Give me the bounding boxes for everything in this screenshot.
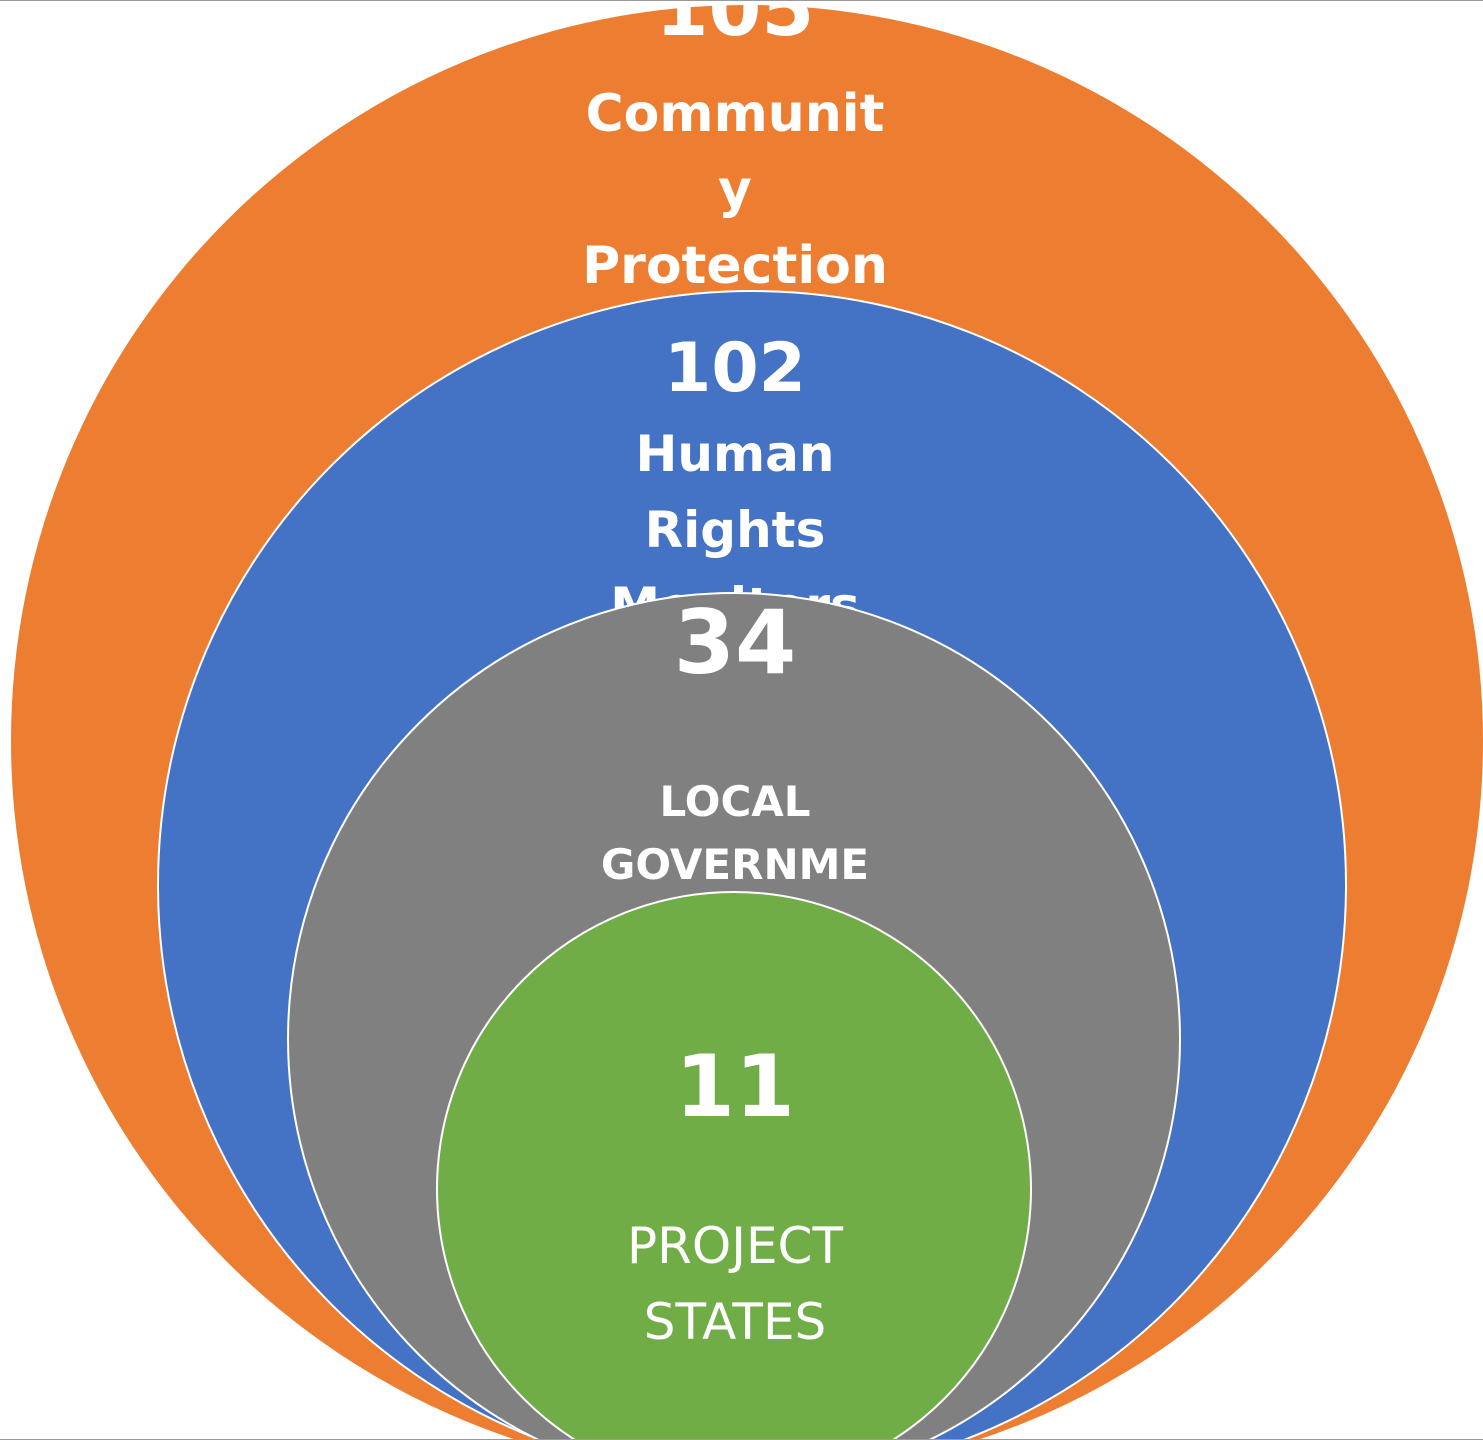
label-project-states-line-2: STATES — [644, 1293, 827, 1351]
label-human-rights-monitors-line-1: Human — [636, 425, 835, 483]
circle-project-states — [436, 891, 1032, 1439]
number-human-rights-monitors: 102 — [664, 329, 806, 408]
label-project-states-line-1: PROJECT — [627, 1217, 843, 1275]
label-local-government-line-1: LOCAL — [659, 777, 810, 826]
number-local-government: 34 — [674, 591, 796, 694]
label-community-protection-line-2: y — [718, 160, 752, 220]
label-community-protection-line-1: Communit — [586, 84, 885, 144]
layer-project-states: 11 PROJECT STATES — [436, 891, 1032, 1439]
number-project-states: 11 — [675, 1037, 795, 1137]
label-community-protection-line-3: Protection — [582, 236, 888, 296]
label-local-government-line-2: GOVERNME — [601, 840, 869, 889]
number-community-protection: 105 — [656, 1, 815, 53]
label-human-rights-monitors-line-2: Rights — [645, 501, 826, 559]
